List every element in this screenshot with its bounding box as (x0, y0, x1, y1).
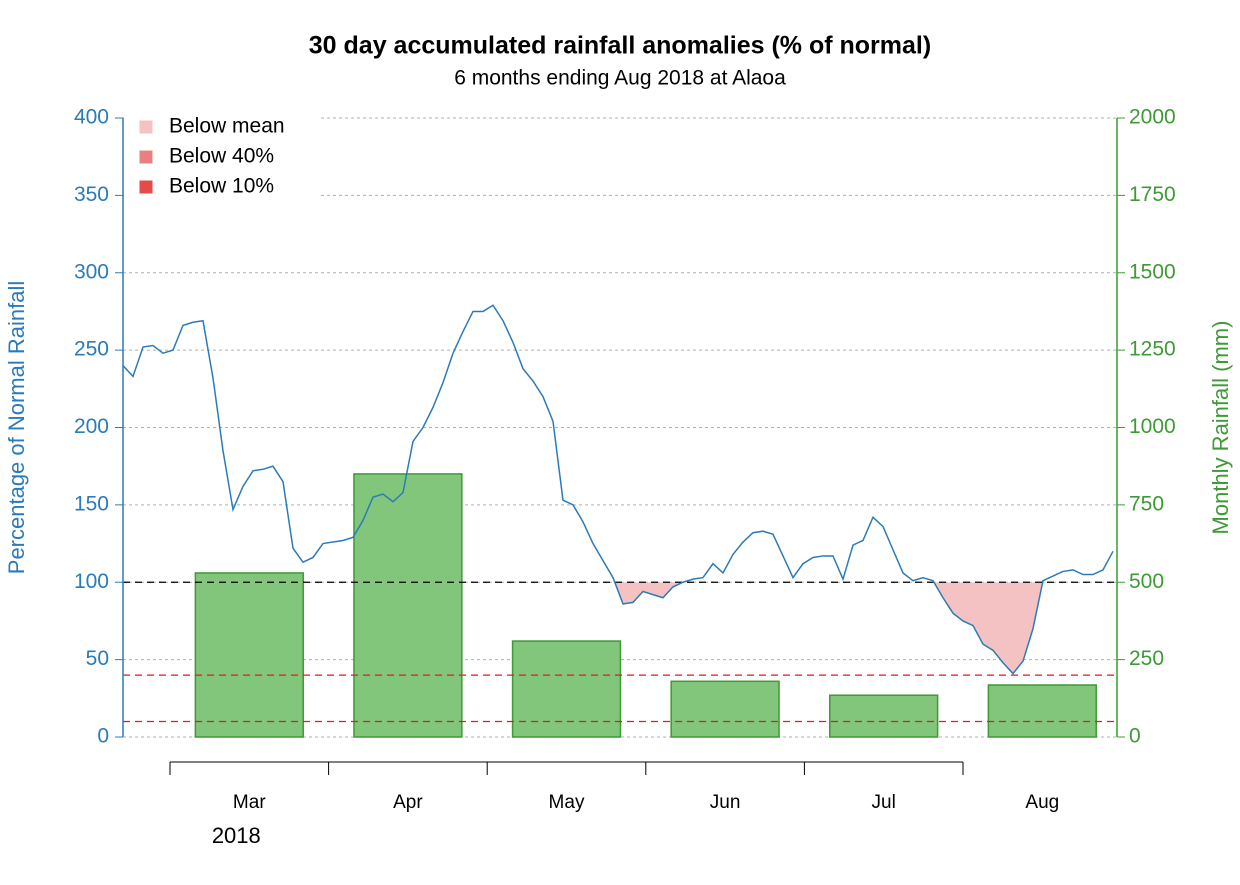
y-tick-label: 250 (74, 338, 109, 361)
chart-subtitle: 6 months ending Aug 2018 at Alaoa (454, 67, 786, 90)
y2-tick-label: 0 (1129, 725, 1141, 748)
y-axis-label: Percentage of Normal Rainfall (4, 281, 29, 574)
rainfall-line (122, 304, 1114, 675)
y-tick-label: 0 (97, 725, 109, 748)
bar (194, 572, 304, 738)
y2-tick-label: 250 (1129, 647, 1164, 670)
y-tick-label: 50 (86, 647, 109, 670)
legend-swatch (139, 180, 153, 194)
bar (829, 694, 939, 738)
x-tick-label: Apr (393, 792, 423, 813)
x-year-label: 2018 (212, 823, 261, 848)
y2-axis-label: Monthly Rainfall (mm) (1208, 321, 1233, 535)
legend-swatch (139, 150, 153, 164)
bar (353, 473, 463, 738)
x-tick-label: May (549, 792, 585, 813)
y2-tick-label: 1250 (1129, 338, 1176, 361)
y2-tick-label: 2000 (1129, 106, 1176, 129)
y-tick-label: 200 (74, 415, 109, 438)
bar (670, 680, 780, 738)
x-tick-label: Aug (1025, 792, 1059, 813)
x-tick-label: Mar (233, 792, 266, 813)
legend-box (124, 110, 319, 198)
y2-tick-label: 1000 (1129, 415, 1176, 438)
x-tick-label: Jun (710, 792, 741, 813)
y-tick-label: 400 (74, 106, 109, 129)
x-tick-label: Jul (872, 792, 896, 813)
legend-label: Below 40% (169, 145, 274, 168)
anomaly-area (123, 582, 1113, 674)
chart-title: 30 day accumulated rainfall anomalies (%… (309, 32, 931, 60)
y-tick-label: 300 (74, 260, 109, 283)
legend-label: Below 10% (169, 175, 274, 198)
y2-tick-label: 1500 (1129, 260, 1176, 283)
y2-tick-label: 500 (1129, 570, 1164, 593)
bar (987, 684, 1097, 738)
y-tick-label: 150 (74, 492, 109, 515)
legend-label: Below mean (169, 115, 285, 138)
legend-swatch (139, 120, 153, 134)
y2-tick-label: 1750 (1129, 183, 1176, 206)
y-tick-label: 100 (74, 570, 109, 593)
bar (511, 640, 622, 738)
y2-tick-label: 750 (1129, 492, 1164, 515)
y-tick-label: 350 (74, 183, 109, 206)
